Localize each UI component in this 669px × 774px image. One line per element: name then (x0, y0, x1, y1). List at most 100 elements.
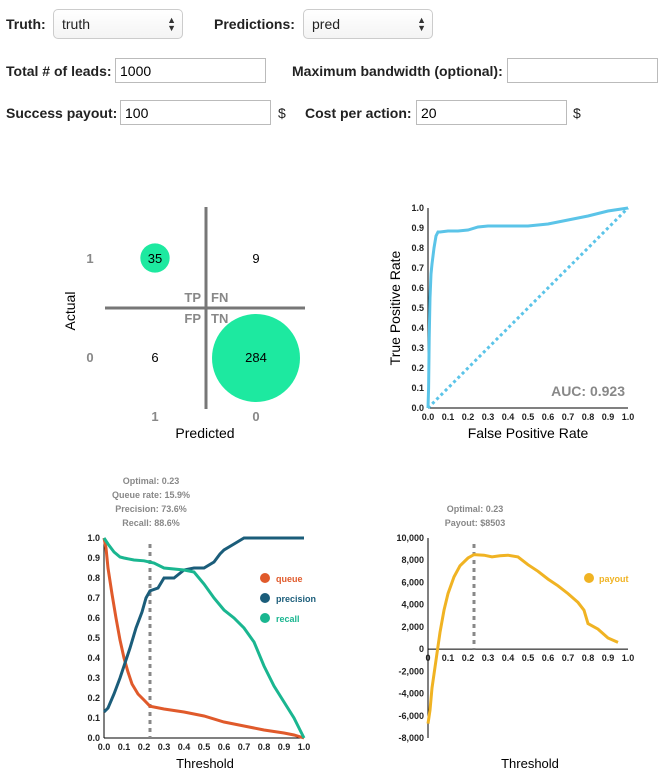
roc-x-tick: 0.4 (502, 412, 515, 422)
thr-x-tick: 0.7 (238, 742, 251, 752)
pay-y-tick: 4,000 (401, 600, 424, 610)
roc-auc: AUC: 0.923 (551, 383, 625, 399)
thr-x-tick: 0.8 (258, 742, 271, 752)
cost-label: Cost per action: (305, 105, 412, 121)
roc-curve-line (426, 206, 629, 409)
cost-input[interactable] (416, 100, 567, 125)
bandwidth-input[interactable] (507, 58, 658, 83)
pay-x-tick: 0.4 (502, 653, 515, 663)
pay-y-tick: 10,000 (396, 533, 424, 543)
roc-x-tick: 0.8 (582, 412, 595, 422)
roc-x-tick: 0.0 (422, 412, 435, 422)
predictions-select-value: pred (312, 16, 341, 32)
cm-tp-circle (140, 243, 170, 273)
predictions-select[interactable]: pred ▲ ▼ (303, 9, 433, 39)
leads-input[interactable] (115, 58, 266, 83)
cost-currency: $ (573, 105, 581, 121)
cm-tp-label: TP (184, 290, 201, 305)
roc-ylabel: True Positive Rate (387, 250, 403, 365)
pay-annotation-optimal: Optimal: 0.23 (447, 504, 504, 514)
roc-x-tick: 0.1 (442, 412, 455, 422)
payout-input[interactable] (120, 100, 271, 125)
thr-y-tick: 0.2 (87, 693, 100, 703)
thr-x-tick: 0.5 (198, 742, 211, 752)
roc-y-tick: 0.3 (411, 343, 424, 353)
legend-precision-label: precision (276, 594, 316, 604)
payout-currency: $ (278, 105, 286, 121)
cm-ylabel: Actual (62, 292, 78, 331)
thr-x-tick: 0.0 (98, 742, 111, 752)
legend-recall-swatch (260, 613, 270, 623)
thr-y-tick: 0.9 (87, 553, 100, 563)
roc-y-tick: 0.7 (411, 263, 424, 273)
select-arrows-icon: ▲ ▼ (417, 15, 426, 33)
thr-y-tick: 0.6 (87, 613, 100, 623)
roc-y-tick: 0.8 (411, 243, 424, 253)
roc-x-tick: 0.5 (522, 412, 535, 422)
pay-y-tick: 8,000 (401, 555, 424, 565)
leads-label: Total # of leads: (6, 63, 112, 79)
roc-x-tick: 0.9 (602, 412, 615, 422)
thr-recall-line (102, 537, 306, 739)
pay-xlabel: Threshold (501, 756, 559, 771)
legend-payout-label: payout (599, 574, 629, 584)
cm-y-tick-0: 0 (86, 350, 93, 365)
pay-y-tick: 2,000 (401, 622, 424, 632)
thr-annotation-optimal: Optimal: 0.23 (123, 476, 180, 486)
pay-x-tick: 0.5 (522, 653, 535, 663)
roc-y-tick: 0.4 (411, 323, 424, 333)
roc-y-tick: 0.9 (411, 223, 424, 233)
cm-fn-value: 9 (252, 251, 259, 266)
thr-y-tick: 1.0 (87, 533, 100, 543)
bandwidth-label: Maximum bandwidth (optional): (292, 63, 503, 79)
cm-x-tick-0: 0 (252, 409, 259, 424)
thr-queue-line (102, 537, 305, 740)
thr-y-tick: 0.1 (87, 713, 100, 723)
predictions-label: Predictions: (214, 16, 295, 32)
roc-x-tick: 0.3 (482, 412, 495, 422)
thr-xlabel: Threshold (176, 756, 234, 771)
thr-precision-line (102, 536, 304, 714)
cm-tn-label: TN (211, 311, 228, 326)
roc-y-tick: 0.6 (411, 283, 424, 293)
truth-select-value: truth (62, 16, 91, 32)
pay-x-tick: 0.9 (602, 653, 615, 663)
pay-y-tick: -2,000 (398, 666, 424, 676)
pay-x-tick: 0.7 (562, 653, 575, 663)
roc-y-tick: 0.1 (411, 383, 424, 393)
cm-fn-label: FN (211, 290, 228, 305)
legend-precision-swatch (260, 593, 270, 603)
pay-payout-line (426, 553, 619, 724)
thr-y-tick: 0.7 (87, 593, 100, 603)
cm-fp-label: FP (184, 311, 201, 326)
pay-x-tick: 0.2 (462, 653, 475, 663)
pay-y-tick: -8,000 (398, 733, 424, 743)
pay-y-tick: 0 (419, 644, 424, 654)
legend-queue-swatch (260, 573, 270, 583)
thr-y-tick: 0.4 (87, 653, 100, 663)
roc-x-tick: 1.0 (622, 412, 635, 422)
truth-select[interactable]: truth ▲ ▼ (53, 9, 183, 39)
cm-tn-value: 284 (245, 350, 267, 365)
cm-fp-value: 6 (151, 350, 158, 365)
truth-label: Truth: (6, 16, 46, 32)
roc-xlabel: False Positive Rate (468, 425, 589, 441)
pay-x-tick: 0 (425, 653, 430, 663)
thr-x-tick: 0.1 (118, 742, 131, 752)
pay-y-tick: 6,000 (401, 577, 424, 587)
pay-x-tick: 0.8 (582, 653, 595, 663)
thr-x-tick: 0.3 (158, 742, 171, 752)
pay-y-tick: -6,000 (398, 711, 424, 721)
cm-tn-circle (212, 314, 300, 402)
payout-label: Success payout: (6, 105, 118, 121)
thr-x-tick: 1.0 (298, 742, 311, 752)
thr-y-tick: 0.8 (87, 573, 100, 583)
roc-y-tick: 0.2 (411, 363, 424, 373)
thr-annotation-precision: Precision: 73.6% (115, 504, 187, 514)
cm-tp-value: 35 (148, 251, 162, 266)
select-arrows-icon: ▲ ▼ (167, 15, 176, 33)
roc-x-tick: 0.2 (462, 412, 475, 422)
pay-x-tick: 1.0 (622, 653, 635, 663)
pay-y-tick: -4,000 (398, 689, 424, 699)
thr-x-tick: 0.6 (218, 742, 231, 752)
